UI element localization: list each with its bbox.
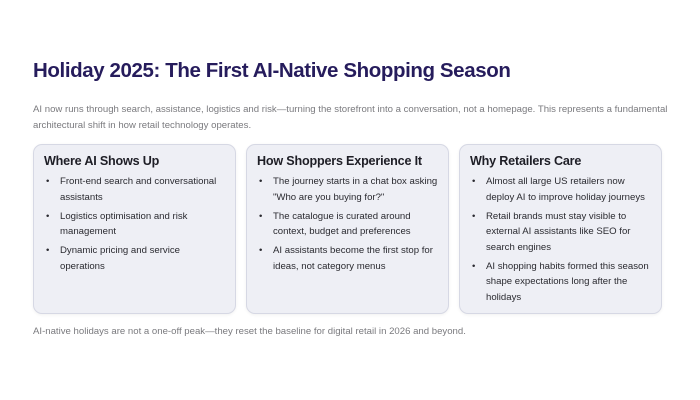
- list-item: Logistics optimisation and risk manageme…: [46, 209, 225, 240]
- bullet-list: Front-end search and conversational assi…: [44, 174, 225, 274]
- list-item: The journey starts in a chat box asking …: [259, 174, 438, 205]
- footer-text: AI-native holidays are not a one-off pea…: [33, 326, 466, 337]
- card-row: Where AI Shows Up Front-end search and c…: [33, 144, 662, 314]
- list-item: Retail brands must stay visible to exter…: [472, 209, 651, 256]
- list-item: AI shopping habits formed this season sh…: [472, 259, 651, 306]
- list-item: Almost all large US retailers now deploy…: [472, 174, 651, 205]
- intro-text: AI now runs through search, assistance, …: [33, 104, 668, 131]
- list-item: AI assistants become the first stop for …: [259, 243, 438, 274]
- card-heading: Why Retailers Care: [470, 154, 582, 168]
- card-heading: Where AI Shows Up: [44, 154, 160, 168]
- bullet-list: Almost all large US retailers now deploy…: [470, 174, 651, 305]
- list-item: The catalogue is curated around context,…: [259, 209, 438, 240]
- card-heading: How Shoppers Experience It: [257, 154, 422, 168]
- list-item: Front-end search and conversational assi…: [46, 174, 225, 205]
- card-why-retailers-care: Why Retailers Care Almost all large US r…: [459, 144, 662, 314]
- card-how-shoppers-experience-it: How Shoppers Experience It The journey s…: [246, 144, 449, 314]
- card-where-ai-shows-up: Where AI Shows Up Front-end search and c…: [33, 144, 236, 314]
- page-title: Holiday 2025: The First AI-Native Shoppi…: [33, 59, 511, 82]
- bullet-list: The journey starts in a chat box asking …: [257, 174, 438, 274]
- list-item: Dynamic pricing and service operations: [46, 243, 225, 274]
